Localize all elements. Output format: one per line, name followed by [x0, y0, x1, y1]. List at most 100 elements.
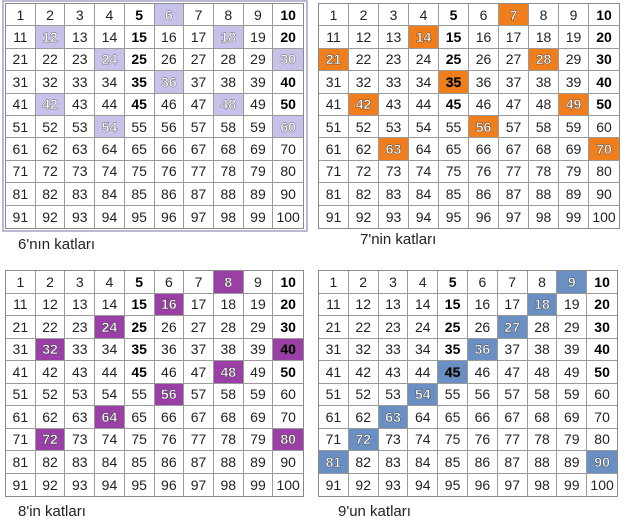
number-cell-13: 13 [378, 293, 409, 316]
number-cell-85: 85 [124, 451, 155, 474]
number-cell-18: 18 [529, 26, 559, 49]
number-cell-7: 7 [497, 271, 528, 294]
marked-cell-63: 63 [378, 406, 409, 429]
number-cell-22: 22 [349, 48, 379, 72]
number-cell-5: 5 [124, 4, 155, 27]
number-cell-82: 82 [35, 451, 66, 474]
number-cell-85: 85 [439, 183, 469, 206]
number-cell-40: 40 [587, 339, 617, 361]
number-cell-16: 16 [154, 26, 185, 49]
number-cell-37: 37 [184, 338, 214, 361]
number-cell-88: 88 [529, 183, 559, 206]
marked-cell-64: 64 [95, 406, 125, 429]
number-cell-37: 37 [499, 71, 529, 94]
marked-cell-24: 24 [95, 316, 125, 339]
number-cell-50: 50 [273, 361, 303, 384]
number-cell-13: 13 [65, 293, 96, 316]
number-cell-2: 2 [35, 271, 66, 294]
number-cell-87: 87 [497, 451, 528, 474]
number-cell-96: 96 [155, 473, 185, 496]
number-cell-94: 94 [408, 473, 439, 496]
number-cell-65: 65 [438, 406, 468, 429]
number-cell-65: 65 [124, 406, 155, 429]
number-cell-9: 9 [243, 4, 274, 27]
number-cell-60: 60 [273, 384, 303, 406]
number-cell-15: 15 [438, 293, 468, 316]
number-cell-2: 2 [348, 271, 379, 294]
number-cell-1: 1 [319, 271, 349, 294]
number-cell-76: 76 [467, 428, 498, 451]
number-cell-88: 88 [527, 451, 558, 474]
number-cell-76: 76 [469, 160, 499, 184]
number-cell-80: 80 [273, 161, 303, 184]
panel-6-frame [2, 0, 308, 232]
number-cell-6: 6 [467, 271, 498, 294]
number-cell-10: 10 [273, 4, 303, 27]
number-cell-62: 62 [349, 138, 379, 161]
number-cell-12: 12 [348, 293, 379, 316]
number-cell-59: 59 [243, 383, 274, 406]
number-cell-4: 4 [95, 4, 125, 27]
number-cell-41: 41 [319, 93, 349, 116]
number-cell-17: 17 [184, 26, 214, 49]
number-cell-9: 9 [559, 4, 589, 27]
number-cell-54: 54 [95, 383, 125, 406]
number-cell-73: 73 [65, 428, 96, 451]
number-cell-67: 67 [184, 406, 214, 429]
number-cell-51: 51 [319, 115, 349, 139]
number-cell-34: 34 [95, 338, 125, 361]
number-cell-1: 1 [6, 4, 36, 27]
number-cell-44: 44 [95, 93, 125, 116]
number-cell-7: 7 [184, 271, 214, 294]
number-cell-100: 100 [276, 476, 300, 493]
number-cell-77: 77 [497, 428, 528, 451]
number-cell-78: 78 [529, 160, 559, 184]
number-cell-74: 74 [408, 428, 439, 451]
marked-cell-45: 45 [438, 361, 468, 384]
marked-cell-32: 32 [35, 338, 66, 361]
number-cell-52: 52 [348, 383, 379, 406]
number-cell-52: 52 [349, 115, 379, 139]
number-cell-29: 29 [557, 316, 588, 339]
marked-cell-28: 28 [529, 48, 559, 72]
number-cell-73: 73 [378, 428, 409, 451]
number-cell-93: 93 [379, 473, 409, 496]
number-cell-23: 23 [65, 316, 96, 339]
number-cell-78: 78 [213, 160, 244, 184]
number-cell-94: 94 [95, 473, 125, 496]
number-cell-97: 97 [498, 473, 528, 496]
number-cell-41: 41 [319, 361, 349, 384]
number-cell-18: 18 [213, 293, 244, 316]
number-cell-70: 70 [587, 406, 617, 429]
number-cell-4: 4 [408, 271, 439, 294]
number-cell-84: 84 [408, 451, 439, 474]
marked-cell-35: 35 [439, 71, 469, 94]
number-cell-66: 66 [469, 138, 499, 161]
number-cell-79: 79 [243, 428, 274, 451]
number-cell-25: 25 [439, 48, 469, 72]
marked-cell-70: 70 [589, 138, 619, 161]
number-cell-2: 2 [35, 4, 66, 27]
number-cell-71: 71 [319, 428, 349, 451]
number-cell-95: 95 [125, 473, 155, 496]
number-cell-61: 61 [319, 138, 349, 161]
number-cell-37: 37 [497, 338, 528, 361]
number-cell-21: 21 [6, 48, 36, 72]
number-cell-1: 1 [6, 271, 36, 294]
number-cell-54: 54 [409, 115, 439, 139]
number-cell-49: 49 [243, 93, 274, 116]
number-cell-96: 96 [468, 473, 498, 496]
number-cell-43: 43 [65, 93, 96, 116]
number-cell-30: 30 [587, 316, 617, 339]
number-cell-44: 44 [409, 93, 439, 116]
number-cell-94: 94 [95, 205, 125, 228]
number-cell-93: 93 [379, 205, 409, 228]
marked-cell-56: 56 [469, 115, 499, 139]
number-cell-52: 52 [35, 115, 66, 139]
marked-cell-54: 54 [408, 383, 439, 406]
number-cell-63: 63 [65, 406, 96, 429]
marked-cell-30: 30 [273, 48, 303, 72]
number-cell-64: 64 [408, 406, 439, 429]
number-cell-100: 100 [276, 208, 300, 225]
number-cell-47: 47 [499, 93, 529, 116]
